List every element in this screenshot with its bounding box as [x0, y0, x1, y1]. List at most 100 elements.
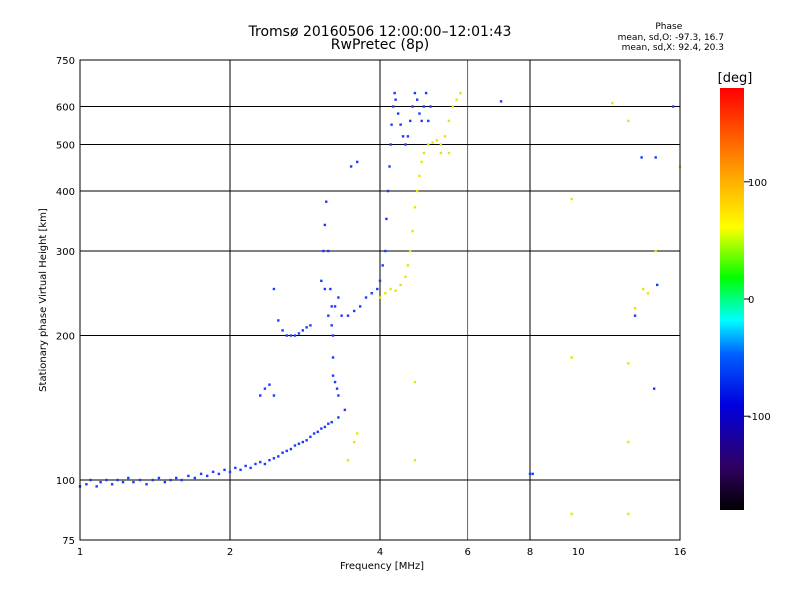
data-point-o-97 [388, 165, 391, 168]
data-point-x-10 [415, 189, 419, 193]
data-point-o-72 [329, 287, 332, 291]
data-point-o-47 [320, 427, 323, 430]
data-point-o-127 [633, 314, 637, 317]
data-point-x-27 [346, 458, 350, 462]
data-point-o-76 [331, 374, 335, 377]
data-point-o-70 [325, 200, 328, 203]
data-point-x-3 [394, 289, 397, 292]
data-point-o-121 [528, 472, 532, 476]
data-point-o-114 [422, 105, 426, 108]
data-point-o-92 [378, 279, 382, 283]
data-point-o-64 [301, 329, 305, 332]
data-point-o-28 [239, 468, 242, 472]
data-point-x-5 [404, 275, 407, 279]
data-point-o-124 [640, 156, 643, 159]
data-point-o-31 [254, 462, 257, 466]
data-point-o-15 [163, 480, 167, 484]
data-point-o-95 [385, 217, 388, 221]
data-point-o-112 [418, 112, 421, 115]
data-point-o-91 [376, 287, 379, 291]
x-axis-label: Frequency [MHz] [340, 561, 424, 572]
data-point-o-84 [337, 296, 340, 299]
data-point-o-52 [343, 408, 347, 412]
data-point-o-57 [272, 287, 276, 291]
data-point-o-77 [333, 380, 337, 384]
data-point-o-21 [199, 472, 203, 476]
data-point-x-16 [435, 139, 438, 142]
data-point-o-36 [277, 455, 280, 458]
data-point-o-16 [169, 478, 172, 482]
data-point-o-125 [654, 156, 657, 159]
data-point-o-34 [268, 458, 271, 462]
data-point-x-12 [420, 160, 423, 164]
data-point-o-104 [399, 123, 402, 126]
data-point-x-29 [413, 458, 417, 462]
data-point-o-18 [180, 478, 183, 482]
data-point-o-2 [89, 478, 92, 482]
data-point-o-115 [424, 91, 428, 95]
y-tick-label-750: 750 [56, 56, 75, 67]
data-point-o-26 [228, 470, 232, 474]
data-point-o-100 [391, 105, 395, 108]
data-point-o-46 [316, 430, 319, 434]
colorbar-tick-label--100: -100 [748, 412, 771, 423]
data-point-o-117 [429, 105, 432, 108]
data-point-o-109 [411, 105, 414, 108]
data-point-o-111 [415, 98, 419, 101]
data-point-o-20 [193, 476, 197, 480]
data-point-o-17 [175, 476, 178, 480]
data-point-o-30 [249, 466, 252, 470]
data-point-o-37 [281, 451, 284, 454]
data-point-o-23 [211, 470, 215, 474]
data-point-o-128 [652, 387, 656, 390]
data-point-x-24 [439, 151, 443, 155]
data-point-o-101 [393, 91, 396, 95]
data-point-x-11 [418, 174, 421, 178]
data-point-o-71 [327, 249, 330, 253]
phase-legend: Phase mean, sd,O: -97.3, 16.7 mean, sd,X… [618, 22, 724, 54]
data-point-o-78 [335, 387, 339, 390]
data-point-o-33 [263, 462, 267, 466]
data-point-o-90 [370, 292, 373, 295]
data-point-o-3 [95, 485, 98, 488]
data-point-o-75 [331, 356, 335, 359]
x-tick-label-8: 8 [527, 547, 533, 558]
data-point-o-35 [272, 457, 276, 460]
data-point-x-32 [627, 119, 630, 123]
data-point-o-24 [217, 472, 221, 476]
chart-subtitle: RwPretec (8p) [330, 37, 430, 53]
colorbar-gradient [720, 88, 744, 510]
data-point-x-39 [642, 287, 645, 291]
data-point-o-29 [244, 464, 247, 468]
data-point-o-61 [289, 334, 293, 337]
data-point-x-2 [389, 287, 392, 291]
data-point-x-37 [611, 101, 614, 105]
data-point-o-32 [259, 460, 262, 464]
x-tick-label-6: 6 [465, 547, 471, 558]
data-point-o-88 [358, 305, 362, 308]
data-point-o-13 [151, 478, 155, 482]
data-point-x-30 [570, 197, 573, 201]
phase-legend-x: mean, sd,X: 92.4, 20.3 [621, 43, 724, 53]
data-point-o-93 [381, 264, 384, 267]
data-point-x-4 [399, 283, 402, 287]
colorbar-tick-label-0: 0 [748, 295, 754, 306]
data-point-o-58 [277, 319, 280, 322]
data-point-o-60 [285, 334, 288, 337]
data-point-o-122 [531, 472, 534, 476]
data-point-x-15 [431, 141, 434, 144]
data-point-o-6 [110, 483, 114, 486]
data-point-x-26 [352, 440, 356, 444]
data-point-x-22 [459, 91, 462, 95]
data-point-o-67 [320, 279, 323, 283]
data-point-o-14 [157, 476, 161, 480]
x-tick-label-10: 10 [572, 547, 585, 558]
y-tick-label-300: 300 [56, 247, 75, 258]
data-point-o-68 [322, 249, 325, 253]
data-point-o-94 [384, 249, 387, 253]
data-point-o-5 [105, 478, 108, 482]
data-point-x-0 [378, 296, 382, 299]
data-point-o-27 [234, 466, 237, 470]
x-tick-label-16: 16 [674, 547, 687, 558]
